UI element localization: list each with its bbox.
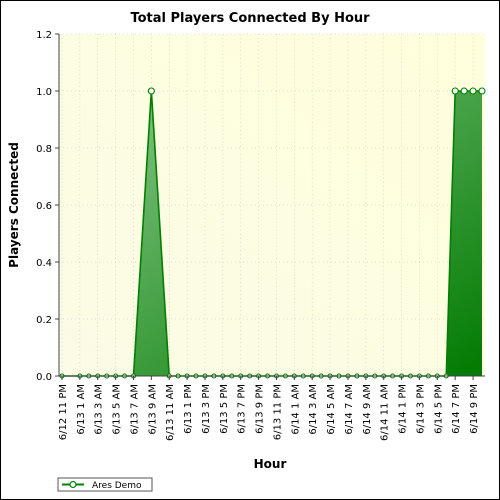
legend: Ares Demo	[57, 477, 153, 492]
data-point	[478, 87, 486, 95]
x-tick-label: 6/12 11 PM	[58, 384, 69, 440]
x-tick-label: 6/14 5 PM	[433, 384, 444, 434]
x-axis-label: Hour	[254, 457, 287, 471]
x-tick-label: 6/14 5 AM	[326, 384, 337, 435]
x-tick-label: 6/13 9 AM	[147, 384, 158, 435]
chart-title: Total Players Connected By Hour	[130, 11, 370, 26]
x-tick-label: 6/13 3 PM	[201, 384, 212, 434]
x-axis-ticks: 6/12 11 PM 6/13 1 AM 6/13 3 AM 6/13 5 AM 6/1…	[58, 376, 480, 441]
y-tick-label: 1.2	[36, 30, 52, 41]
data-point	[451, 87, 459, 95]
data-point	[147, 87, 155, 95]
series-area	[62, 91, 482, 376]
x-tick-label: 6/14 7 PM	[451, 384, 462, 434]
y-tick-label: 0.8	[36, 144, 52, 155]
data-point	[460, 87, 468, 95]
x-tick-label: 6/14 7 AM	[344, 384, 355, 435]
y-tick-label: 0.4	[36, 258, 52, 269]
x-tick-label: 6/13 5 PM	[219, 384, 230, 434]
x-tick-label: 6/13 9 PM	[255, 384, 266, 434]
legend-box	[57, 477, 153, 492]
y-tick-label: 0.0	[36, 372, 52, 383]
x-tick-label: 6/14 11 AM	[380, 384, 391, 441]
x-tick-label: 6/14 3 PM	[415, 384, 426, 434]
x-tick-label: 6/13 5 AM	[112, 384, 123, 435]
x-tick-label: 6/13 1 AM	[76, 384, 87, 435]
y-axis-ticks: 0.0 0.2 0.4 0.6 0.8 1.0 1.2	[36, 30, 59, 383]
data-point	[469, 87, 477, 95]
y-tick-label: 1.0	[36, 87, 52, 98]
x-tick-label: 6/14 9 PM	[469, 384, 480, 434]
x-tick-label: 6/13 11 AM	[165, 384, 176, 441]
legend-swatch-marker	[69, 480, 77, 489]
y-tick-label: 0.6	[36, 201, 52, 212]
legend-label-ares-demo: Ares Demo	[92, 481, 142, 491]
x-tick-label: 6/13 7 PM	[237, 384, 248, 434]
x-tick-label: 6/13 7 AM	[129, 384, 140, 435]
y-axis-label: Players Connected	[7, 142, 21, 268]
x-tick-label: 6/14 1 AM	[290, 384, 301, 435]
x-tick-label: 6/14 1 PM	[398, 384, 409, 434]
x-tick-label: 6/14 9 AM	[362, 384, 373, 435]
x-tick-label: 6/13 1 PM	[183, 384, 194, 434]
y-tick-label: 0.2	[36, 315, 52, 326]
x-tick-label: 6/13 3 AM	[94, 384, 105, 435]
x-tick-label: 6/14 3 AM	[308, 384, 319, 435]
x-tick-label: 6/13 11 PM	[272, 384, 283, 440]
